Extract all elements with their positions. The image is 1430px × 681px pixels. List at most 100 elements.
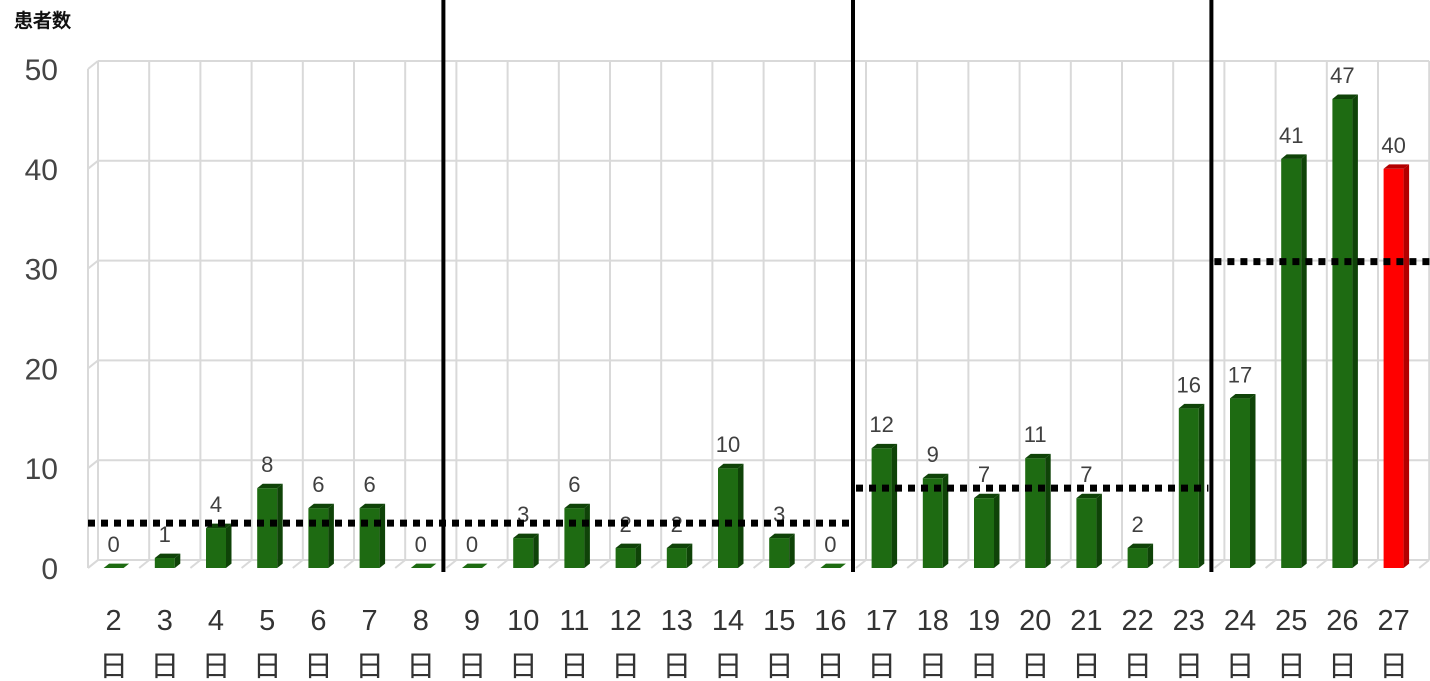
grid-line-floor	[1111, 559, 1123, 569]
bar	[871, 443, 898, 568]
bar-top	[257, 483, 283, 489]
data-label: 0	[824, 532, 836, 557]
x-tick-label: 24	[1224, 605, 1256, 637]
bar-flat	[820, 563, 846, 568]
grid-line-floor	[1367, 559, 1379, 569]
grid-line-floor	[1162, 559, 1174, 569]
data-label: 4	[210, 492, 222, 517]
bar-top	[922, 473, 949, 479]
bar-side	[1198, 403, 1205, 568]
bar-side	[1045, 453, 1051, 568]
grid-line-floor	[292, 559, 304, 569]
bar-front	[359, 508, 380, 568]
x-tick-label: 4	[208, 605, 224, 637]
bar-side	[1301, 154, 1307, 569]
data-label: 17	[1228, 362, 1252, 387]
x-tick-label: 16	[814, 605, 846, 637]
x-tick-unit: 日	[457, 649, 486, 681]
data-label: 40	[1381, 133, 1405, 158]
x-tick-label: 9	[464, 605, 480, 637]
data-label: 41	[1279, 123, 1303, 148]
bar	[206, 523, 232, 568]
y-axis-label: 患者数	[14, 9, 72, 32]
bar	[1332, 94, 1358, 568]
grid-line-floor	[1008, 559, 1021, 569]
weekly-average-lines	[88, 258, 1430, 527]
y-tick-label: 50	[25, 54, 58, 87]
grid-line-floor	[1418, 559, 1430, 569]
x-tick-label: 3	[157, 605, 173, 637]
x-tick-unit: 日	[867, 649, 896, 681]
bar-front	[615, 548, 636, 568]
bar	[820, 563, 846, 568]
bar-side	[738, 463, 744, 568]
grid-line-floor	[87, 559, 99, 569]
bar-front	[206, 528, 226, 568]
bar-side	[584, 503, 590, 568]
bar-front	[1127, 548, 1148, 568]
bar-top	[1178, 403, 1205, 409]
x-tick-unit: 日	[560, 649, 589, 681]
y-tick-label: 0	[41, 553, 58, 586]
grid-line-side	[87, 160, 99, 170]
x-tick-label: 25	[1275, 605, 1307, 637]
data-label: 9	[927, 442, 939, 467]
x-tick-unit: 日	[713, 649, 742, 681]
bar	[1178, 403, 1205, 568]
grid-line-floor	[343, 559, 355, 569]
bar-top	[718, 463, 744, 469]
bar-top	[513, 533, 539, 539]
data-label: 7	[1080, 462, 1092, 487]
x-tick-unit: 日	[611, 649, 640, 681]
grid-line-floor	[1213, 559, 1226, 569]
bar	[257, 483, 283, 568]
x-tick-label: 10	[507, 605, 539, 637]
bar-front	[564, 508, 585, 568]
bars	[103, 94, 1410, 569]
gridlines	[87, 60, 1430, 569]
x-tick-unit: 日	[816, 649, 845, 681]
bar-top	[615, 543, 642, 549]
x-tick-unit: 日	[969, 649, 998, 681]
x-tick-unit: 日	[1379, 649, 1408, 681]
y-tick-label: 40	[25, 154, 58, 187]
bar-side	[942, 473, 949, 568]
bar	[1281, 154, 1307, 569]
bar-top	[1383, 164, 1410, 169]
bar	[922, 473, 949, 568]
bar-top	[1281, 154, 1307, 159]
x-tick-label: 22	[1121, 605, 1153, 637]
bar	[769, 533, 795, 568]
bar-top	[1332, 94, 1358, 99]
x-tick-unit: 日	[304, 649, 333, 681]
bar-front	[1230, 398, 1250, 568]
bar-flat	[410, 563, 437, 568]
x-tick-unit: 日	[765, 649, 794, 681]
data-label: 8	[261, 452, 273, 477]
bar-front	[1178, 408, 1199, 568]
bar-front	[1383, 168, 1404, 569]
bar-top	[666, 543, 693, 549]
x-tick-label: 13	[661, 605, 693, 637]
data-label: 6	[568, 472, 580, 497]
bar-side	[174, 553, 181, 568]
y-tick-label: 10	[25, 453, 58, 486]
x-tick-unit: 日	[150, 649, 179, 681]
bar-top	[1025, 453, 1051, 459]
bar	[615, 543, 642, 568]
bar-side	[379, 503, 386, 568]
bar-top	[974, 493, 1000, 499]
bar-flat	[462, 563, 488, 568]
bar-side	[686, 543, 693, 568]
x-tick-label: 6	[310, 605, 326, 637]
x-tick-label: 21	[1070, 605, 1102, 637]
x-tick-label: 15	[763, 605, 795, 637]
bar	[718, 463, 744, 568]
bar-front	[974, 498, 994, 568]
bar	[666, 543, 693, 568]
x-tick-label: 17	[865, 605, 897, 637]
x-tick-label: 11	[559, 605, 589, 637]
data-label: 0	[415, 532, 427, 557]
y-tick-label: 20	[25, 353, 58, 386]
